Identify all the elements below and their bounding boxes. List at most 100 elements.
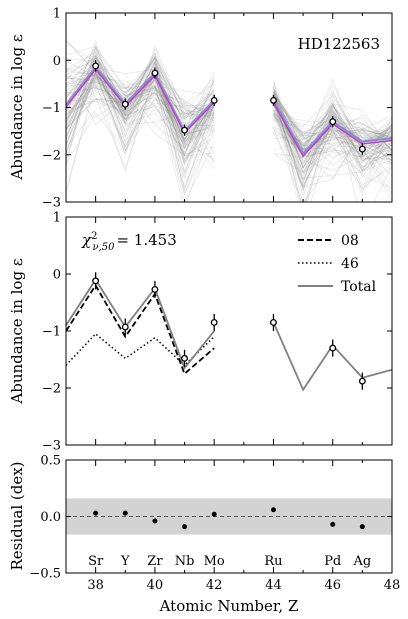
- sample-line: [273, 94, 392, 186]
- sample-line: [273, 137, 392, 174]
- observed-point: [151, 285, 159, 293]
- legend: 08 46 Total: [298, 233, 377, 295]
- chi-square-annotation: χ2 ν,50 = 1.453: [81, 231, 177, 253]
- element-label: Zr: [147, 554, 163, 569]
- y-tick-label: 0.0: [40, 510, 61, 525]
- sample-line: [273, 93, 392, 146]
- bottom-panel: 0.50.0−0.5 38 40 42 44 46 48 Sr Y Zr Nb Mo Ru Pd Ag …: [8, 454, 400, 616]
- sample-line: [66, 73, 215, 161]
- sample-line: [273, 91, 392, 202]
- model-lines: [66, 278, 392, 392]
- y-tick-label: 0.5: [40, 454, 61, 469]
- sample-line: [66, 70, 215, 160]
- y-tick-label: −3: [42, 196, 61, 211]
- sample-line: [66, 64, 215, 197]
- sample-line: [66, 54, 215, 136]
- x-tick-label: 40: [147, 578, 164, 593]
- sample-line: [273, 129, 392, 178]
- y-tick-label: 0: [53, 54, 61, 69]
- observed-point: [329, 118, 337, 126]
- legend-label-total: Total: [341, 279, 377, 295]
- sample-line: [273, 115, 392, 187]
- sample-line: [273, 128, 392, 150]
- sample-line: [273, 97, 392, 188]
- sample-fit-lines: [66, 39, 392, 202]
- observed-point: [121, 100, 129, 108]
- sample-line: [66, 74, 215, 144]
- sample-line: [273, 85, 392, 202]
- top-x-ticks: [65, 13, 393, 202]
- residual-point: [211, 511, 217, 517]
- sample-line: [66, 45, 215, 168]
- sample-line: [273, 90, 392, 157]
- sample-line: [66, 70, 215, 167]
- sample-line: [66, 56, 215, 155]
- sample-line: [66, 63, 215, 174]
- sample-line: [273, 95, 392, 192]
- sample-line: [273, 94, 392, 152]
- sample-line: [273, 100, 392, 174]
- sample-line: [273, 96, 392, 196]
- observed-point: [270, 319, 277, 326]
- sample-line: [273, 99, 392, 150]
- sample-line: [273, 81, 392, 177]
- sample-line: [66, 78, 215, 120]
- sample-line: [273, 88, 392, 195]
- sample-line: [273, 103, 392, 182]
- sample-line: [66, 71, 215, 114]
- sample-line: [273, 103, 392, 135]
- middle-panel-frame: [65, 216, 393, 446]
- element-label: Nb: [175, 554, 195, 569]
- sample-line: [66, 60, 215, 127]
- x-tick-label: 48: [384, 578, 401, 593]
- middle-panel: 1 0 −1 −2 −3 Abundance in log ε χ2 ν,50 = 1.45…: [8, 211, 393, 454]
- observed-point: [121, 323, 129, 331]
- sample-line: [66, 55, 215, 143]
- y-tick-label: −1: [42, 325, 61, 340]
- x-axis-label: Atomic Number, Z: [159, 597, 299, 615]
- top-y-ticks: 1 0 −1 −2 −3: [42, 7, 392, 211]
- y-tick-label: −2: [42, 148, 61, 163]
- sample-line: [66, 45, 215, 144]
- sample-line: [273, 99, 392, 189]
- sample-line: [66, 87, 215, 148]
- sample-line: [66, 70, 215, 194]
- sample-line: [66, 72, 215, 146]
- sample-line: [66, 73, 215, 164]
- sample-line: [66, 56, 215, 145]
- residual-point: [359, 524, 365, 530]
- sample-line: [66, 45, 215, 149]
- series-08-line: [66, 283, 215, 376]
- x-tick-label: 42: [206, 578, 223, 593]
- sample-line: [273, 105, 392, 160]
- chi-subscript: ν,50: [92, 242, 115, 253]
- sample-line: [66, 73, 215, 134]
- sample-line: [66, 55, 215, 146]
- sample-line: [66, 50, 215, 125]
- sample-line: [66, 79, 215, 148]
- element-label: Ag: [353, 554, 372, 569]
- observed-point: [358, 145, 366, 153]
- sample-line: [66, 78, 215, 191]
- sample-line: [66, 58, 215, 142]
- y-tick-label: −1: [42, 101, 61, 116]
- sample-line: [273, 108, 392, 160]
- sample-line: [66, 72, 215, 202]
- sample-line: [66, 56, 215, 113]
- bottom-x-ticks: 38 40 42 44 46 48: [65, 460, 401, 593]
- observed-points: [92, 272, 366, 390]
- y-tick-label: 1: [53, 211, 61, 226]
- sample-line: [66, 52, 215, 142]
- sample-line: [273, 129, 392, 158]
- sample-line: [66, 87, 215, 113]
- sample-line: [66, 61, 215, 117]
- best-fit-line-a: [66, 65, 215, 133]
- residual-points: [93, 507, 365, 530]
- sample-line: [273, 100, 392, 162]
- sample-line: [273, 102, 392, 184]
- y-tick-label: 1: [53, 7, 61, 22]
- middle-x-ticks: [65, 217, 393, 445]
- sample-line: [66, 74, 215, 141]
- residual-point: [182, 524, 188, 530]
